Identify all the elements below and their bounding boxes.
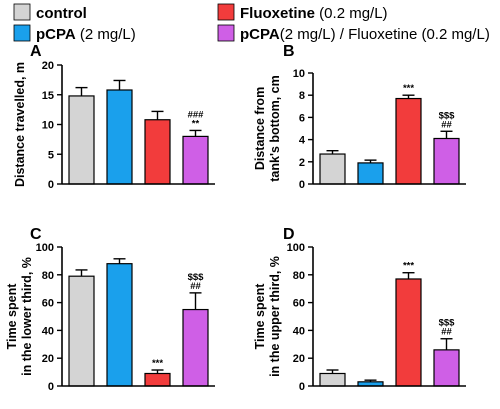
bar bbox=[357, 162, 384, 185]
bar bbox=[395, 278, 422, 387]
significance-label: $$$ bbox=[188, 272, 205, 283]
bar bbox=[106, 263, 133, 387]
y-axis-title-line: Time spent bbox=[253, 283, 267, 350]
panels: A 0 5 10 15 20 Distance travelled, m ###** B 0 2 4 6… bbox=[5, 43, 466, 393]
y-tick-label: 40 bbox=[293, 325, 305, 337]
y-axis-title: Distance fromtank's bottom, cm bbox=[253, 75, 282, 181]
panel-d: D 0 20 40 60 80 100 Time spentin the upper thir… bbox=[253, 226, 466, 393]
legend-swatch bbox=[217, 3, 235, 21]
significance-label: *** bbox=[403, 83, 414, 94]
panel-letter: C bbox=[30, 226, 42, 243]
y-tick-label: 60 bbox=[42, 298, 54, 310]
y-tick-label: 80 bbox=[293, 270, 305, 282]
panel-a: A 0 5 10 15 20 Distance travelled, m ###** bbox=[13, 43, 215, 191]
significance-label: $$$ bbox=[439, 318, 456, 329]
bar bbox=[106, 89, 133, 185]
bar bbox=[433, 349, 460, 387]
legend-label-bold: pCPA bbox=[36, 26, 76, 43]
y-axis-title: Time spentin the lower third, % bbox=[5, 257, 34, 376]
y-axis-title: Distance travelled, m bbox=[13, 62, 27, 187]
bar bbox=[395, 97, 422, 185]
y-tick-label: 5 bbox=[48, 149, 54, 161]
legend-label: control bbox=[36, 5, 87, 22]
y-tick-label: 40 bbox=[42, 325, 54, 337]
legend-label-bold: Fluoxetine bbox=[240, 5, 315, 22]
y-tick-label: 15 bbox=[42, 90, 54, 102]
legend-label-rest: (0.2 mg/L) bbox=[315, 5, 388, 22]
bar bbox=[182, 135, 209, 185]
legend-swatch bbox=[217, 24, 235, 42]
significance-label: ## bbox=[441, 327, 452, 338]
panel-letter: A bbox=[30, 43, 42, 60]
y-tick-label: 20 bbox=[42, 353, 54, 365]
legend-label-bold: control bbox=[36, 5, 87, 22]
y-axis-title-line: Distance travelled, m bbox=[13, 62, 27, 187]
significance-label: $$$ bbox=[439, 110, 456, 121]
legend-label-rest: (2 mg/L) bbox=[76, 26, 136, 43]
legend: control pCPA (2 mg/L) Fluoxetine (0.2 mg/L… bbox=[13, 3, 490, 43]
bar bbox=[68, 275, 95, 387]
y-tick-label: 10 bbox=[42, 120, 54, 132]
y-tick-label: 4 bbox=[299, 135, 306, 147]
y-tick-label: 0 bbox=[299, 179, 305, 191]
y-tick-label: 20 bbox=[293, 353, 305, 365]
significance-label: ** bbox=[192, 118, 200, 129]
legend-label: pCPA(2 mg/L) / Fluoxetine (0.2 mg/L) bbox=[240, 26, 490, 43]
bar bbox=[433, 137, 460, 185]
legend-label: Fluoxetine (0.2 mg/L) bbox=[240, 5, 388, 22]
significance-label: ## bbox=[441, 119, 452, 130]
y-tick-label: 80 bbox=[42, 270, 54, 282]
y-axis-title-line: in the upper third, % bbox=[268, 256, 282, 377]
y-tick-label: 0 bbox=[299, 381, 305, 393]
bar bbox=[319, 153, 346, 185]
bar bbox=[144, 372, 171, 387]
bar bbox=[182, 308, 209, 387]
y-tick-label: 2 bbox=[299, 157, 305, 169]
significance-label: *** bbox=[403, 261, 414, 272]
legend-label-bold: pCPA bbox=[240, 26, 280, 43]
significance-label: ## bbox=[190, 281, 201, 292]
y-axis-title-line: Time spent bbox=[5, 283, 19, 350]
y-axis-title: Time spentin the upper third, % bbox=[253, 256, 282, 377]
y-tick-label: 100 bbox=[36, 242, 54, 254]
y-tick-label: 20 bbox=[42, 60, 54, 72]
y-tick-label: 8 bbox=[299, 90, 305, 102]
y-tick-label: 0 bbox=[48, 179, 54, 191]
panel-letter: D bbox=[283, 226, 295, 243]
legend-label-rest: (2 mg/L) / Fluoxetine (0.2 mg/L) bbox=[280, 26, 490, 43]
legend-swatch bbox=[13, 3, 31, 21]
y-tick-label: 100 bbox=[287, 242, 305, 254]
y-tick-label: 10 bbox=[293, 68, 305, 80]
panel-b: B 0 2 4 6 8 10 Distance fromtank's bottom, cm **… bbox=[253, 43, 466, 191]
y-tick-label: 6 bbox=[299, 112, 305, 124]
y-axis-title-line: Distance from bbox=[253, 87, 267, 170]
y-axis-title-line: in the lower third, % bbox=[20, 257, 34, 376]
bar bbox=[319, 372, 346, 387]
panel-letter: B bbox=[283, 43, 295, 60]
legend-label: pCPA (2 mg/L) bbox=[36, 26, 136, 43]
y-tick-label: 0 bbox=[48, 381, 54, 393]
significance-label: ### bbox=[188, 109, 205, 120]
bar bbox=[68, 95, 95, 185]
significance-label: *** bbox=[152, 358, 163, 369]
legend-swatch bbox=[13, 24, 31, 42]
y-axis-title-line: tank's bottom, cm bbox=[268, 75, 282, 181]
bar bbox=[144, 119, 171, 185]
y-tick-label: 60 bbox=[293, 298, 305, 310]
